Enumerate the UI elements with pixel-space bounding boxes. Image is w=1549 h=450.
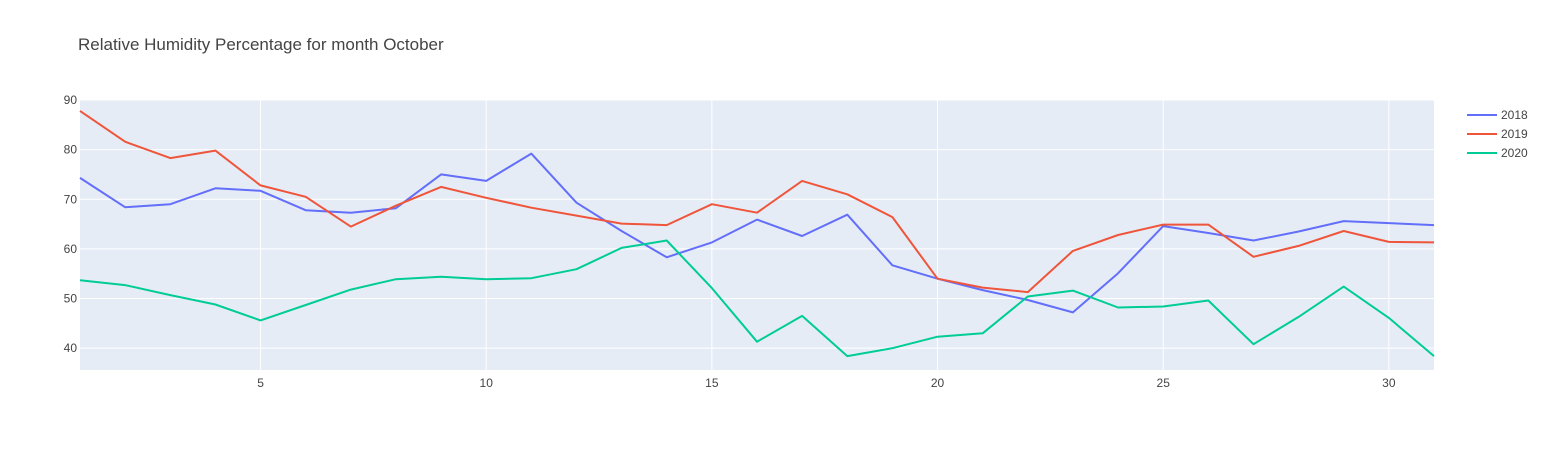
y-tick-label: 50 <box>64 292 78 306</box>
series-lines <box>79 110 1435 358</box>
x-tick-label: 15 <box>705 376 719 390</box>
x-tick-label: 25 <box>1157 376 1171 390</box>
series-line-2020 <box>79 239 1435 358</box>
y-tick-label: 70 <box>64 192 78 206</box>
legend-item-2018[interactable]: 2018 <box>1467 108 1528 122</box>
y-tick-label: 40 <box>64 341 78 355</box>
y-axis-ticks: 40 50 60 70 80 90 <box>64 93 78 355</box>
grid-lines <box>80 99 1434 370</box>
legend-label: 2018 <box>1501 108 1528 122</box>
y-tick-label: 60 <box>64 242 78 256</box>
y-tick-label: 80 <box>64 143 78 157</box>
x-tick-label: 30 <box>1382 376 1396 390</box>
series-line-2018 <box>79 152 1435 314</box>
x-axis-ticks: 5 10 15 20 25 30 <box>257 376 1396 390</box>
x-tick-label: 10 <box>480 376 494 390</box>
legend-item-2020[interactable]: 2020 <box>1467 146 1528 160</box>
legend[interactable]: 2018 2019 2020 <box>1467 108 1528 160</box>
plot-area <box>80 100 1434 370</box>
legend-item-2019[interactable]: 2019 <box>1467 127 1528 141</box>
x-tick-label: 5 <box>257 376 264 390</box>
legend-label: 2020 <box>1501 146 1528 160</box>
series-line-2019 <box>79 110 1435 294</box>
y-tick-label: 90 <box>64 93 78 107</box>
x-tick-label: 20 <box>931 376 945 390</box>
chart-title: Relative Humidity Percentage for month O… <box>78 35 444 54</box>
legend-label: 2019 <box>1501 127 1528 141</box>
